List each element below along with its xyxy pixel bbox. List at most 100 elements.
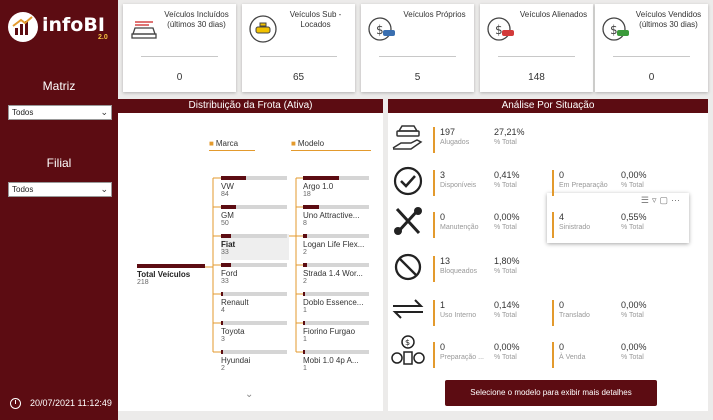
tree-node-value: 3	[221, 336, 225, 343]
kpi-card-proprios[interactable]: $ Veículos Próprios 5	[361, 4, 474, 92]
tree-node-label: Mobi 1.0 4p A...	[303, 356, 359, 365]
tree-node-marca[interactable]: VW 84	[221, 176, 289, 202]
status-percent-label: % Total	[494, 224, 517, 231]
tree-bar-fill	[303, 176, 339, 180]
status-percent-value: 0,00%	[621, 342, 647, 352]
tree-bar-fill	[303, 321, 305, 325]
status-label: Sinistrado	[559, 224, 591, 231]
tree-node-label: GM	[221, 211, 234, 220]
kpi-label: Veículos Próprios	[403, 10, 466, 19]
lock-icon: ■	[209, 139, 214, 148]
status-label: Bloqueados	[440, 268, 477, 275]
tree-node-label: Fiorino Furgao	[303, 327, 356, 336]
tree-bar-track	[303, 321, 369, 325]
tree-node-value: 50	[221, 220, 229, 227]
kpi-value: 5	[414, 72, 421, 83]
tree-bar-fill	[221, 263, 231, 267]
tree-node-modelo[interactable]: Strada 1.4 Wor... 2	[303, 263, 371, 289]
status-label: Alugados	[440, 139, 470, 146]
tree-node-marca[interactable]: Ford 33	[221, 263, 289, 289]
status-accent-bar	[433, 170, 435, 196]
status-percent-value: 0,55%	[621, 212, 647, 222]
matriz-dropdown[interactable]: Todos ⌄	[8, 105, 112, 120]
tree-node-value: 33	[221, 278, 229, 285]
status-count: 0	[559, 300, 565, 310]
status-count: 4	[559, 212, 565, 222]
status-percent-label: % Total	[621, 354, 644, 361]
drag-icon[interactable]: ☰	[640, 195, 652, 205]
filial-dropdown[interactable]: Todos ⌄	[8, 182, 112, 197]
tree-node-marca[interactable]: Hyundai 2	[221, 350, 289, 376]
status-accent-bar	[433, 342, 435, 368]
select-model-details-button[interactable]: Selecione o modelo para exibir mais deta…	[445, 380, 657, 406]
car-money-red-icon: $	[487, 17, 514, 41]
kpi-label: Veículos Incluídos (últimos 30 dias)	[164, 10, 229, 29]
kpi-card-alienados[interactable]: $ Veículos Alienados 148	[480, 4, 593, 92]
chevron-down-icon[interactable]: ⌄	[245, 389, 254, 400]
tree-node-label: Argo 1.0	[303, 182, 334, 191]
chevron-down-icon: ⌄	[100, 107, 108, 117]
kpi-card-vendidos[interactable]: $ Veículos Vendidos (últimos 30 dias) 0	[595, 4, 708, 92]
status-count: 0	[559, 170, 565, 180]
car-hand-icon	[392, 125, 423, 150]
matriz-dropdown-value: Todos	[12, 108, 34, 117]
status-count: 3	[440, 170, 446, 180]
tree-node-label: Renault	[221, 298, 249, 307]
status-accent-bar	[552, 212, 554, 238]
tree-node-marca[interactable]: GM 50	[221, 205, 289, 231]
distribution-header: Distribuição da Frota (Ativa)	[118, 99, 383, 113]
tree-bar-fill	[303, 205, 319, 209]
tree-node-modelo[interactable]: Doblo Essence... 1	[303, 292, 371, 318]
filter-label-matriz: Matriz	[42, 79, 76, 93]
tree-node-value: 33	[221, 249, 229, 256]
tree-bar-fill	[303, 234, 307, 238]
svg-text:$: $	[495, 23, 503, 37]
marca-column-label: Marca	[215, 139, 239, 148]
taxi-icon	[249, 15, 277, 43]
tools-icon	[394, 207, 422, 235]
tree-node-modelo[interactable]: Fiorino Furgao 1	[303, 321, 371, 347]
filter-icon[interactable]: ▿	[651, 195, 660, 205]
status-percent-value: 0,00%	[494, 212, 520, 222]
status-count: 0	[559, 342, 565, 352]
tree-node-modelo[interactable]: Mobi 1.0 4p A... 1	[303, 350, 371, 376]
tree-node-marca[interactable]: Fiat 33	[221, 234, 289, 260]
tree-node-modelo[interactable]: Uno Attractive... 8	[303, 205, 371, 231]
status-label: Translado	[559, 312, 590, 319]
tree-bar-fill	[221, 176, 246, 180]
tree-root-node[interactable]: Total Veículos 218	[137, 264, 205, 290]
tree-bar-fill	[303, 263, 307, 267]
kpi-label: Veículos Alienados	[519, 10, 588, 19]
tree-node-label: Doblo Essence...	[303, 298, 364, 307]
tree-node-marca[interactable]: Toyota 3	[221, 321, 289, 347]
tree-bar-fill	[221, 205, 236, 209]
filial-dropdown-value: Todos	[12, 185, 34, 194]
marca-column-header[interactable]: ■ Marca	[209, 139, 255, 151]
more-options-icon[interactable]: ⋯	[671, 195, 683, 205]
chevron-down-icon: ⌄	[100, 184, 108, 194]
tree-root-value: 218	[137, 279, 149, 286]
logo: infoBI 2.0	[8, 10, 112, 44]
focus-mode-icon[interactable]: ▢	[659, 195, 671, 205]
svg-text:$: $	[376, 23, 384, 37]
tree-node-marca[interactable]: Renault 4	[221, 292, 289, 318]
kpi-card-incluidos[interactable]: Veículos Incluídos (últimos 30 dias) 0	[123, 4, 236, 92]
status-label: Preparação ...	[440, 354, 484, 361]
modelo-column-header[interactable]: ■ Modelo	[291, 139, 371, 151]
visual-tooltip-card: ☰▿▢⋯	[547, 193, 689, 243]
status-accent-bar	[433, 212, 435, 238]
tree-node-modelo[interactable]: Logan Life Flex... 2	[303, 234, 371, 260]
status-accent-bar	[552, 342, 554, 368]
status-accent-bar	[433, 127, 435, 153]
tree-root-label: Total Veículos	[137, 270, 191, 279]
status-percent-value: 0,00%	[621, 300, 647, 310]
status-percent-label: % Total	[494, 354, 517, 361]
tree-node-label: Ford	[221, 269, 238, 278]
status-count: 0	[440, 342, 446, 352]
situacao-panel	[388, 113, 708, 411]
status-percent-label: % Total	[621, 182, 644, 189]
kpi-card-sublocados[interactable]: Veículos Sub - Locados 65	[242, 4, 355, 92]
tree-node-modelo[interactable]: Argo 1.0 18	[303, 176, 371, 202]
lock-icon: ■	[291, 139, 296, 148]
kpi-value: 0	[176, 72, 183, 83]
